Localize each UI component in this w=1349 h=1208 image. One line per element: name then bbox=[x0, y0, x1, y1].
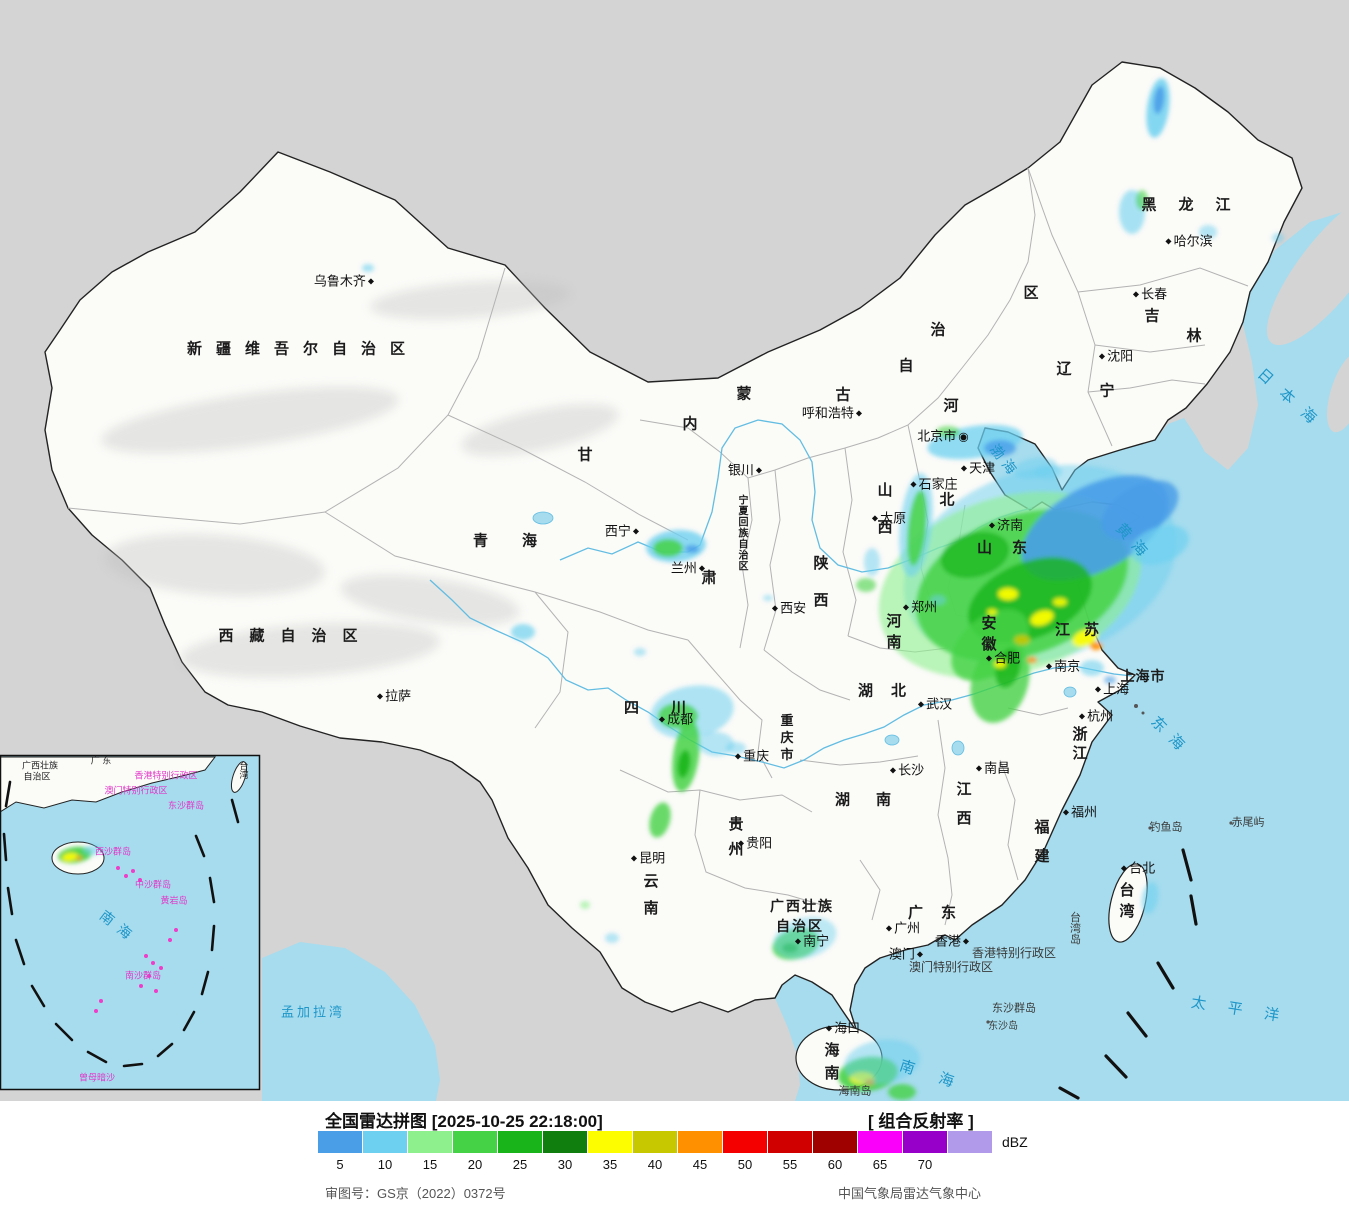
title-text: 全国雷达拼图 bbox=[325, 1112, 427, 1131]
inset-mainland bbox=[0, 756, 217, 813]
scale-value: 60 bbox=[827, 1157, 843, 1172]
scale-cell bbox=[723, 1131, 767, 1153]
map-title: 全国雷达拼图 [2025-10-25 22:18:00] bbox=[325, 1107, 603, 1132]
terrain-shading bbox=[101, 280, 619, 678]
china-radar-map: 日本海 渤海 黄海 东海 南海 太平洋 孟加拉湾 南海 新疆维吾尔自治区 西藏自治区 青海甘肃内蒙古… bbox=[0, 0, 1349, 1101]
small-islands bbox=[986, 704, 1233, 1024]
inset-nine-dash-line bbox=[2, 780, 240, 1068]
source-label: 中国气象局雷达气象中心 bbox=[838, 1186, 982, 1201]
scale-cell bbox=[363, 1131, 407, 1153]
east-ocean bbox=[775, 210, 1349, 1101]
scale-cell bbox=[318, 1131, 362, 1153]
inset-sea bbox=[0, 755, 260, 1090]
radar-echo-layer bbox=[362, 78, 1284, 1100]
scale-value: 65 bbox=[872, 1157, 888, 1172]
scale-value: 50 bbox=[737, 1157, 753, 1172]
scale-cell bbox=[498, 1131, 542, 1153]
scale-cell bbox=[543, 1131, 587, 1153]
japan-landmass bbox=[1266, 190, 1349, 346]
scale-value bbox=[948, 1157, 992, 1172]
scale-value: 30 bbox=[557, 1157, 573, 1172]
scale-cell bbox=[408, 1131, 452, 1153]
title-timestamp: [2025-10-25 22:18:00] bbox=[431, 1112, 603, 1131]
south-china-sea-inset bbox=[0, 754, 261, 1091]
scale-value: 70 bbox=[917, 1157, 933, 1172]
inset-taiwan bbox=[230, 761, 248, 793]
japan-landmass-south bbox=[1326, 351, 1349, 433]
scale-cell bbox=[678, 1131, 722, 1153]
dbz-scale: dBZ bbox=[318, 1131, 1028, 1153]
scale-value: 55 bbox=[782, 1157, 798, 1172]
scale-value: 10 bbox=[377, 1157, 393, 1172]
legend-panel: 全国雷达拼图 [2025-10-25 22:18:00] [ 组合反射率 ] d… bbox=[0, 1101, 1349, 1208]
product-label: [ 组合反射率 ] bbox=[868, 1112, 974, 1131]
province-borders bbox=[67, 167, 1249, 926]
scale-cell bbox=[588, 1131, 632, 1153]
unit-label: dBZ bbox=[1002, 1134, 1028, 1150]
inset-radar-echoes bbox=[58, 845, 103, 864]
approval-number: 审图号：GS京（2022）0372号 bbox=[325, 1186, 506, 1201]
scale-color-cells bbox=[318, 1131, 992, 1153]
scale-cell bbox=[633, 1131, 677, 1153]
scale-cell bbox=[858, 1131, 902, 1153]
nine-dash-line bbox=[1058, 848, 1198, 1100]
scale-cell bbox=[768, 1131, 812, 1153]
inset-border bbox=[0, 754, 261, 1091]
map-canvas bbox=[0, 61, 1349, 1101]
scale-cell bbox=[948, 1131, 992, 1153]
scale-cell bbox=[903, 1131, 947, 1153]
scale-value: 35 bbox=[602, 1157, 618, 1172]
scale-cell bbox=[453, 1131, 497, 1153]
scale-cell bbox=[813, 1131, 857, 1153]
inset-island-dots bbox=[94, 866, 178, 1013]
scale-value: 25 bbox=[512, 1157, 528, 1172]
scale-value: 5 bbox=[336, 1157, 344, 1172]
scale-value: 45 bbox=[692, 1157, 708, 1172]
scale-values-row: 5 10 15 20 25 30 35 40 45 50 55 60 65 70 bbox=[318, 1157, 992, 1172]
scale-value: 20 bbox=[467, 1157, 483, 1172]
bay-of-bengal bbox=[262, 942, 440, 1101]
scale-value: 40 bbox=[647, 1157, 663, 1172]
scale-value: 15 bbox=[422, 1157, 438, 1172]
lakes bbox=[532, 511, 1077, 756]
